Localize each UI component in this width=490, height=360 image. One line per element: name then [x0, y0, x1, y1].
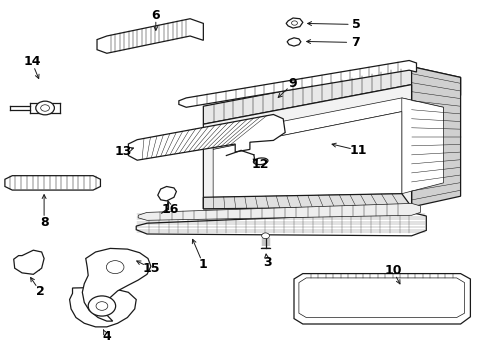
Text: 13: 13: [115, 145, 132, 158]
Polygon shape: [82, 248, 151, 321]
Polygon shape: [412, 67, 461, 207]
Polygon shape: [402, 98, 443, 194]
Polygon shape: [179, 60, 416, 107]
Circle shape: [262, 233, 270, 239]
Polygon shape: [128, 114, 285, 160]
Text: 16: 16: [162, 203, 179, 216]
Polygon shape: [138, 203, 420, 220]
Polygon shape: [294, 274, 470, 324]
Polygon shape: [213, 112, 402, 197]
Text: 10: 10: [384, 264, 402, 277]
Text: 8: 8: [40, 216, 49, 229]
Polygon shape: [213, 98, 443, 149]
Text: 4: 4: [102, 330, 111, 343]
Text: 1: 1: [199, 258, 208, 271]
Text: 7: 7: [351, 36, 360, 49]
Text: 14: 14: [23, 55, 41, 68]
Polygon shape: [203, 85, 412, 209]
Polygon shape: [97, 19, 203, 53]
Polygon shape: [203, 194, 412, 209]
Text: 12: 12: [252, 158, 270, 171]
Text: 2: 2: [36, 285, 45, 298]
Circle shape: [96, 302, 108, 310]
Circle shape: [36, 101, 54, 115]
Ellipse shape: [253, 158, 268, 165]
Polygon shape: [14, 250, 44, 274]
Polygon shape: [203, 67, 461, 124]
Polygon shape: [5, 176, 100, 190]
Text: 9: 9: [289, 77, 297, 90]
Polygon shape: [158, 186, 176, 201]
Text: 6: 6: [151, 9, 160, 22]
Circle shape: [292, 21, 297, 25]
Text: 5: 5: [352, 18, 361, 31]
Text: 11: 11: [350, 144, 368, 157]
Circle shape: [41, 105, 49, 111]
Polygon shape: [136, 212, 426, 236]
Polygon shape: [70, 287, 136, 327]
Text: 15: 15: [142, 262, 160, 275]
Polygon shape: [287, 38, 301, 46]
Text: 3: 3: [263, 256, 271, 269]
Circle shape: [88, 296, 116, 316]
Polygon shape: [286, 18, 303, 28]
